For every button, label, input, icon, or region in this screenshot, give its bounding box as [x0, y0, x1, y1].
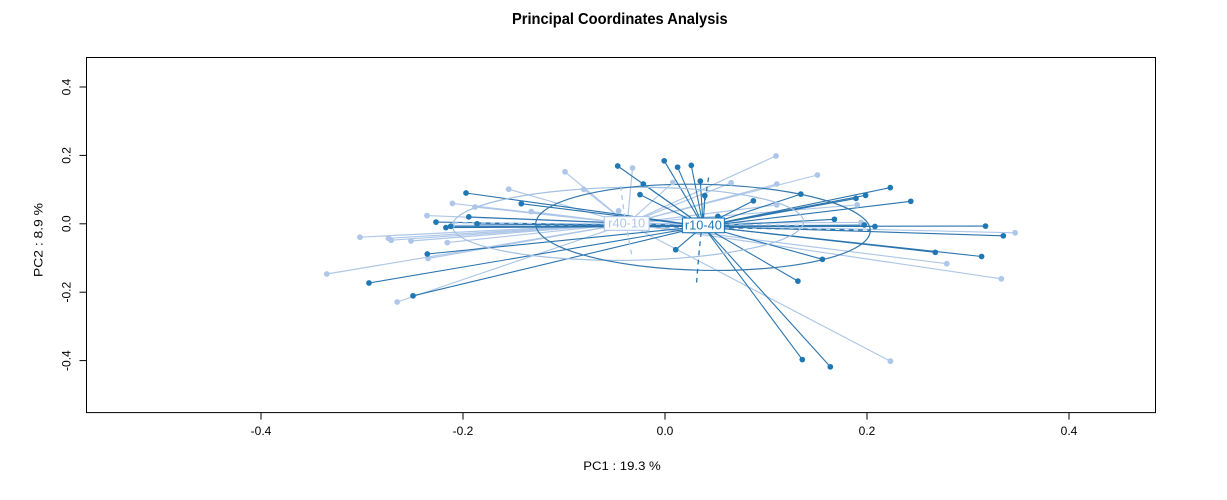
svg-text:-0.4: -0.4 — [251, 424, 272, 438]
svg-text:0.0: 0.0 — [60, 215, 74, 232]
svg-text:0.2: 0.2 — [60, 147, 74, 164]
svg-text:0.4: 0.4 — [1061, 424, 1078, 438]
svg-text:PC2 : 8.9 %: PC2 : 8.9 % — [32, 203, 46, 277]
svg-text:-0.4: -0.4 — [60, 350, 74, 371]
svg-text:PC1 : 19.3 %: PC1 : 19.3 % — [583, 459, 661, 473]
svg-text:-0.2: -0.2 — [60, 282, 74, 303]
svg-text:r40-10: r40-10 — [608, 217, 645, 231]
svg-text:-0.2: -0.2 — [453, 424, 474, 438]
svg-text:0.4: 0.4 — [60, 78, 74, 95]
svg-text:0.0: 0.0 — [657, 424, 674, 438]
svg-text:Principal Coordinates Analysis: Principal Coordinates Analysis — [512, 11, 728, 28]
svg-text:0.2: 0.2 — [859, 424, 876, 438]
svg-text:r10-40: r10-40 — [685, 219, 722, 233]
